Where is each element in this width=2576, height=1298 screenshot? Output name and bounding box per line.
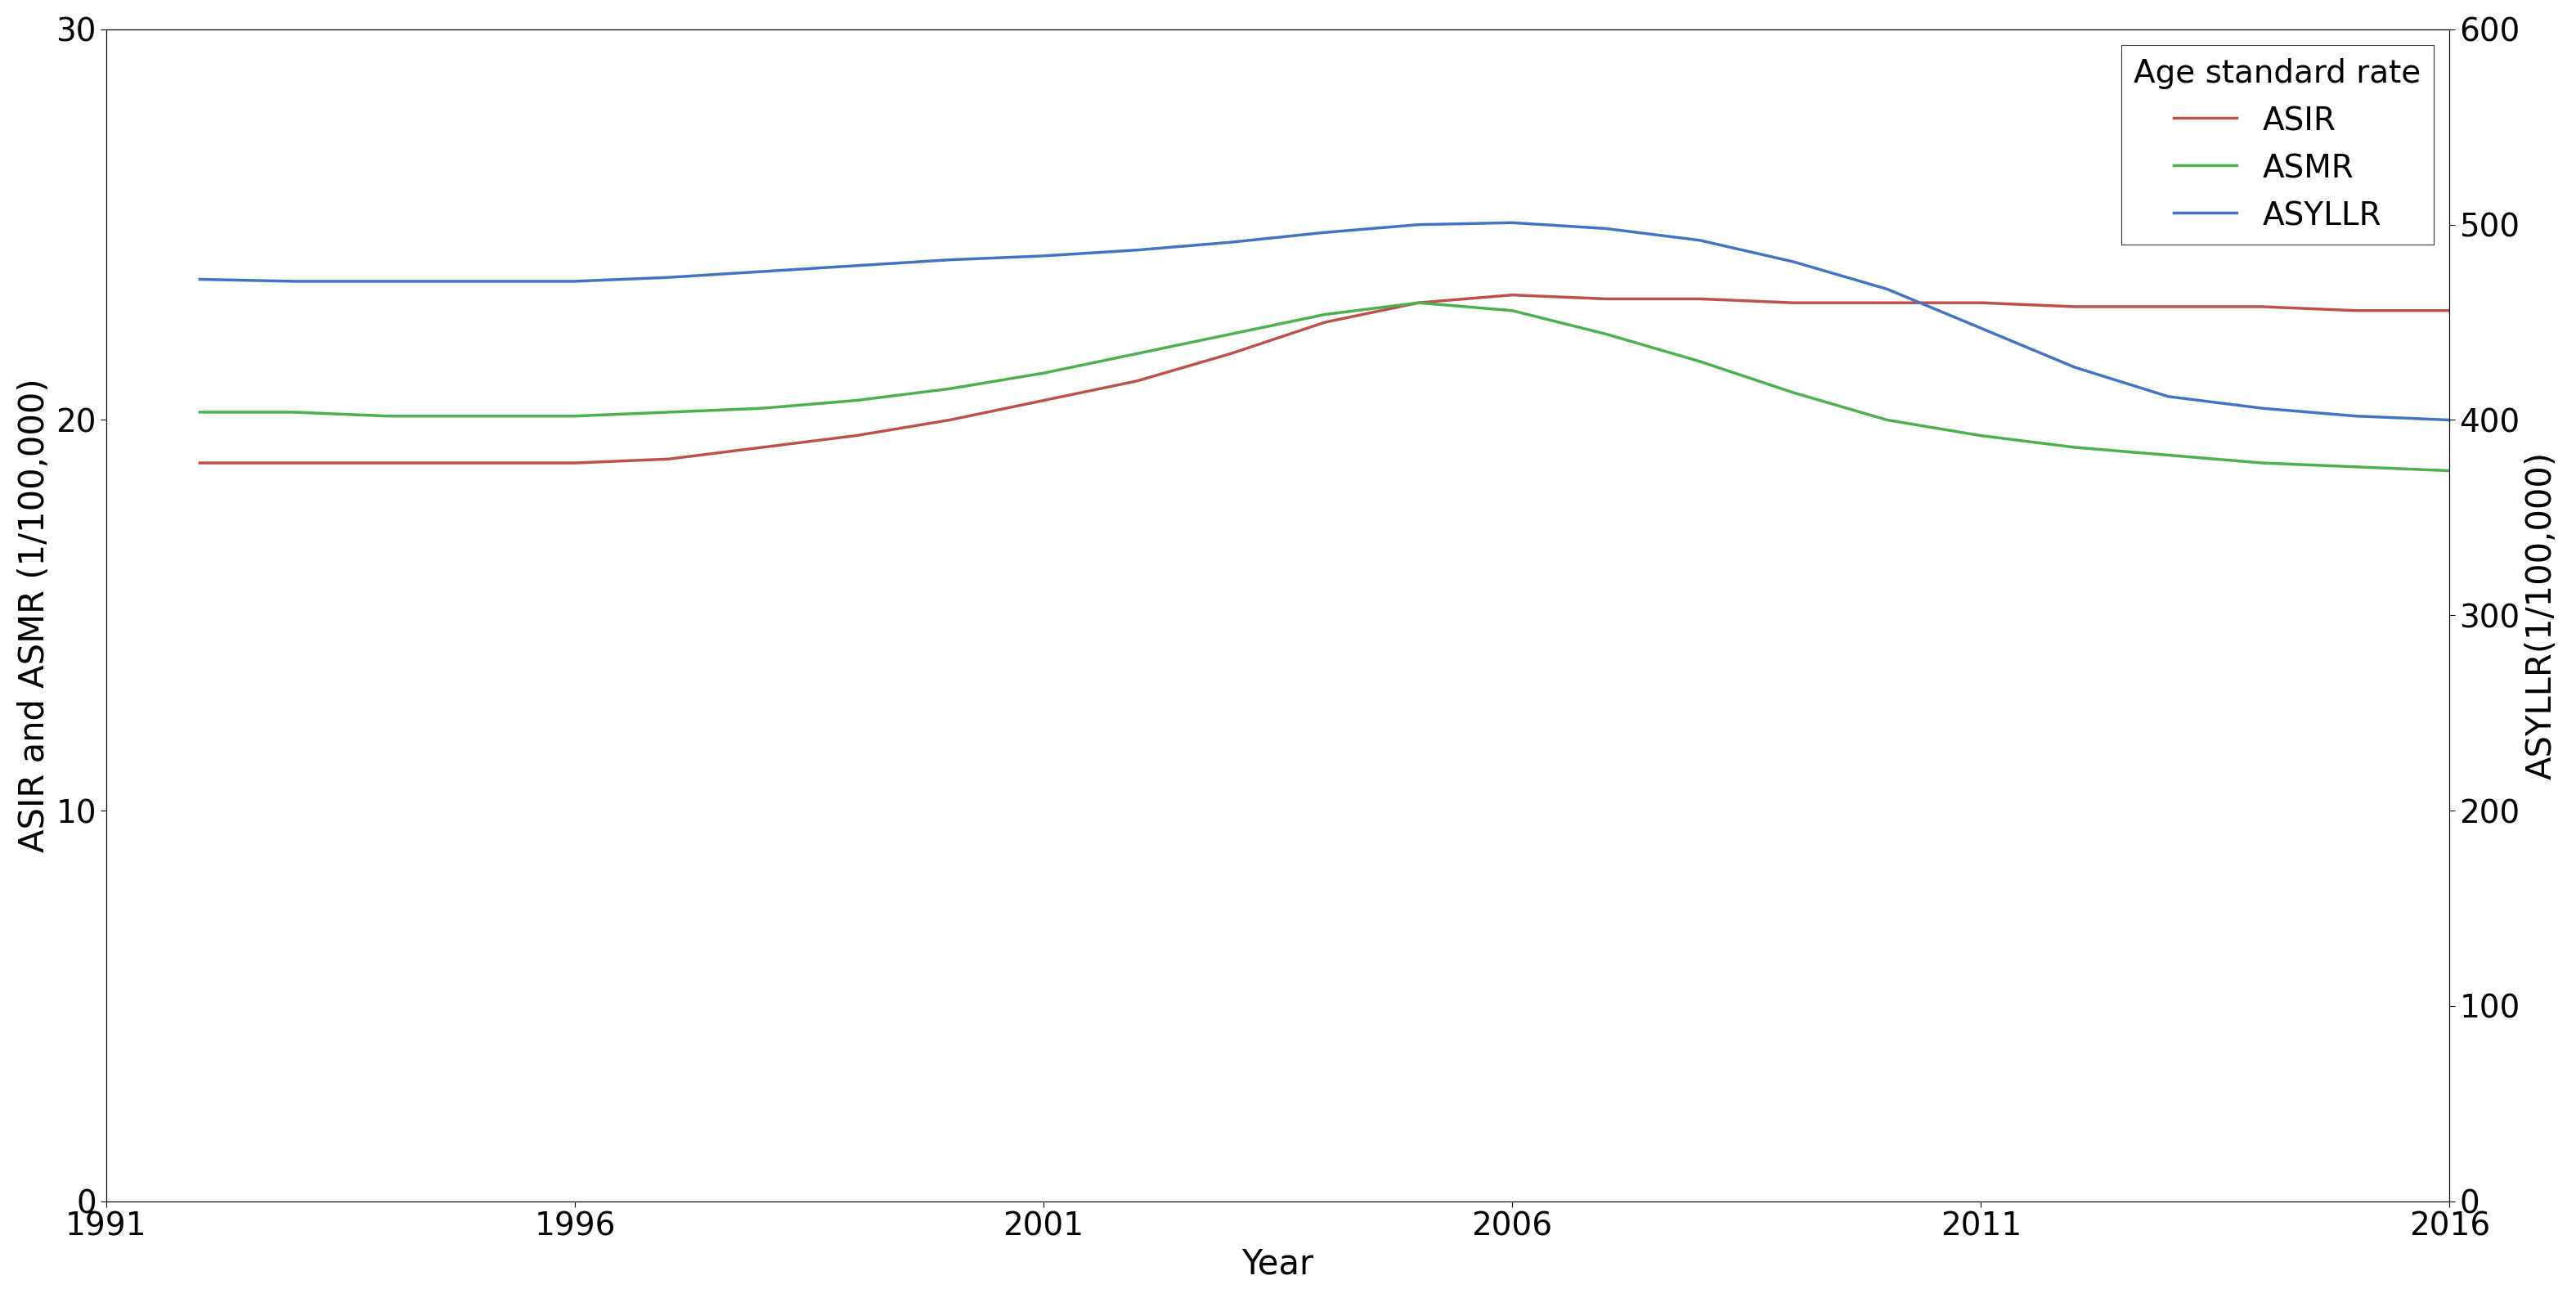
ASMR bbox=[1121, 345, 1151, 361]
ASIR bbox=[2058, 299, 2089, 314]
ASYLLR bbox=[1028, 248, 1059, 263]
ASYLLR bbox=[1309, 225, 1340, 240]
ASYLLR bbox=[278, 274, 309, 289]
ASMR bbox=[1873, 413, 1904, 428]
ASMR bbox=[1028, 365, 1059, 380]
ASMR bbox=[2154, 448, 2184, 463]
ASMR bbox=[2434, 463, 2465, 479]
ASIR bbox=[1589, 291, 1620, 306]
ASMR bbox=[466, 409, 497, 424]
ASYLLR bbox=[1965, 321, 1996, 336]
ASMR bbox=[840, 393, 871, 409]
ASMR bbox=[1965, 428, 1996, 444]
ASMR bbox=[2342, 459, 2372, 475]
Y-axis label: ASYLLR(1/100,000): ASYLLR(1/100,000) bbox=[2524, 452, 2558, 779]
ASYLLR bbox=[185, 271, 216, 287]
ASMR bbox=[1309, 306, 1340, 322]
ASYLLR bbox=[1777, 254, 1808, 270]
ASYLLR bbox=[1873, 282, 1904, 297]
ASIR bbox=[185, 456, 216, 471]
ASYLLR bbox=[559, 274, 590, 289]
ASMR bbox=[2058, 440, 2089, 456]
ASIR bbox=[935, 413, 966, 428]
ASYLLR bbox=[371, 274, 402, 289]
X-axis label: Year: Year bbox=[1242, 1246, 1314, 1281]
ASYLLR bbox=[2058, 360, 2089, 375]
ASMR bbox=[371, 409, 402, 424]
ASIR bbox=[2246, 299, 2277, 314]
Line: ASMR: ASMR bbox=[201, 302, 2450, 471]
ASMR bbox=[654, 405, 685, 421]
Line: ASYLLR: ASYLLR bbox=[201, 223, 2450, 421]
ASYLLR bbox=[1589, 221, 1620, 236]
Y-axis label: ASIR and ASMR (1/100,000): ASIR and ASMR (1/100,000) bbox=[18, 378, 52, 853]
ASMR bbox=[278, 405, 309, 421]
ASIR bbox=[1965, 295, 1996, 310]
ASYLLR bbox=[2434, 413, 2465, 428]
ASIR bbox=[1309, 314, 1340, 330]
ASIR bbox=[747, 440, 778, 456]
ASIR bbox=[1028, 393, 1059, 409]
ASYLLR bbox=[1497, 215, 1528, 231]
ASYLLR bbox=[2342, 409, 2372, 424]
ASIR bbox=[371, 456, 402, 471]
ASYLLR bbox=[2246, 401, 2277, 417]
ASYLLR bbox=[747, 263, 778, 279]
ASIR bbox=[278, 456, 309, 471]
ASYLLR bbox=[935, 252, 966, 267]
ASMR bbox=[1777, 384, 1808, 400]
ASIR bbox=[1216, 345, 1247, 361]
ASMR bbox=[935, 380, 966, 396]
ASYLLR bbox=[654, 270, 685, 286]
ASIR bbox=[2342, 302, 2372, 318]
ASMR bbox=[2246, 456, 2277, 471]
ASIR bbox=[2434, 302, 2465, 318]
ASYLLR bbox=[840, 258, 871, 274]
ASIR bbox=[466, 456, 497, 471]
ASMR bbox=[185, 405, 216, 421]
ASIR bbox=[1404, 295, 1435, 310]
ASMR bbox=[747, 401, 778, 417]
ASIR bbox=[1685, 291, 1716, 306]
ASIR bbox=[654, 452, 685, 467]
ASMR bbox=[1497, 302, 1528, 318]
ASIR bbox=[840, 428, 871, 444]
ASMR bbox=[1589, 326, 1620, 341]
ASYLLR bbox=[1685, 232, 1716, 248]
Line: ASIR: ASIR bbox=[201, 295, 2450, 463]
ASIR bbox=[1121, 373, 1151, 388]
ASMR bbox=[1216, 326, 1247, 341]
Legend: ASIR, ASMR, ASYLLR: ASIR, ASMR, ASYLLR bbox=[2120, 45, 2434, 244]
ASIR bbox=[2154, 299, 2184, 314]
ASIR bbox=[1873, 295, 1904, 310]
ASIR bbox=[559, 456, 590, 471]
ASMR bbox=[559, 409, 590, 424]
ASYLLR bbox=[1216, 235, 1247, 251]
ASMR bbox=[1404, 295, 1435, 310]
ASIR bbox=[1497, 287, 1528, 302]
ASYLLR bbox=[1404, 217, 1435, 232]
ASYLLR bbox=[1121, 243, 1151, 258]
ASYLLR bbox=[2154, 389, 2184, 405]
ASYLLR bbox=[466, 274, 497, 289]
ASMR bbox=[1685, 353, 1716, 369]
ASIR bbox=[1777, 295, 1808, 310]
